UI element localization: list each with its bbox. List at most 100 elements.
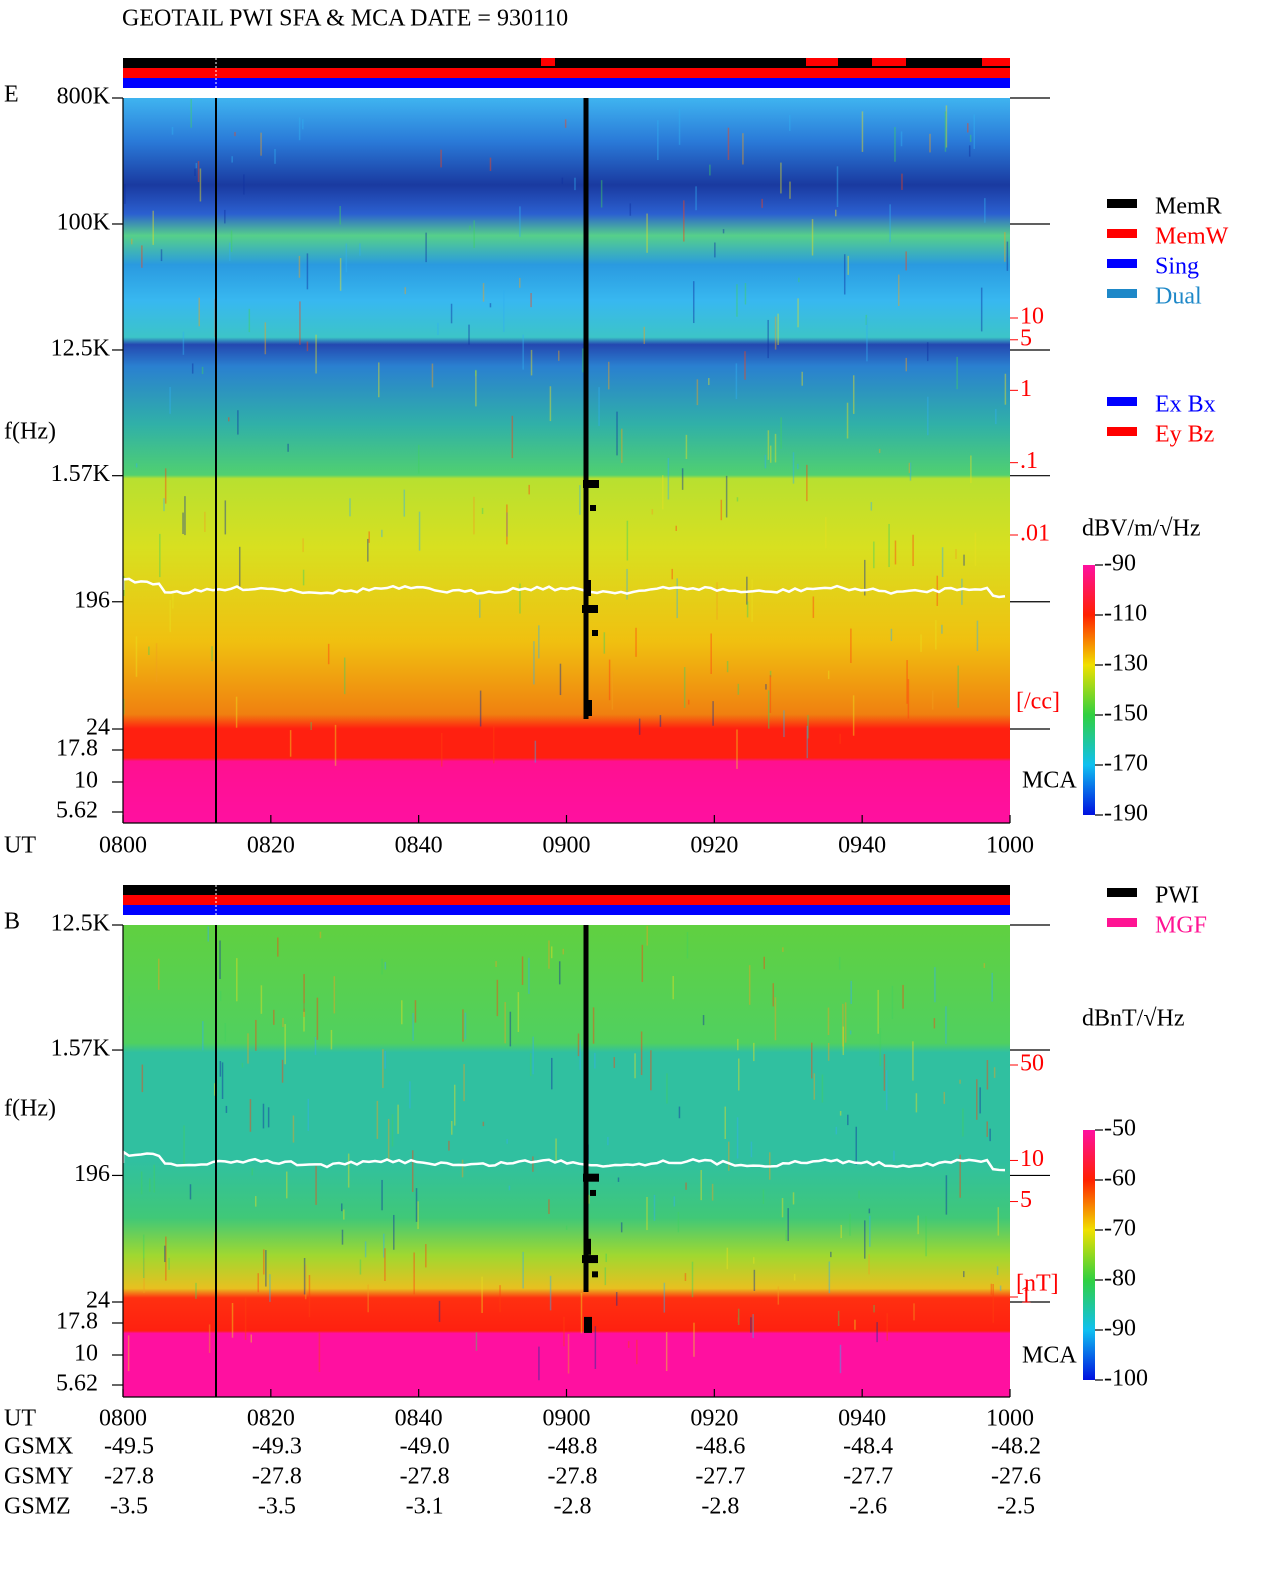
spectrogram-noise xyxy=(141,1064,144,1093)
spectrogram-noise xyxy=(769,670,772,678)
spectrogram-noise xyxy=(724,1106,727,1139)
spectrogram-noise xyxy=(868,1254,870,1275)
legend-label: Sing xyxy=(1155,254,1199,280)
orbit-value: -27.7 xyxy=(843,1464,893,1490)
spectrogram-noise xyxy=(661,475,664,510)
spectrogram-noise xyxy=(777,313,779,345)
x-tick-label: 1000 xyxy=(986,833,1034,859)
x-tick-label: 0840 xyxy=(395,833,443,859)
spectrogram-noise xyxy=(521,956,524,985)
spectrogram-noise xyxy=(864,1220,866,1259)
spectrogram-noise xyxy=(626,568,628,600)
spectrogram-noise xyxy=(909,462,912,481)
spectrogram-noise xyxy=(277,937,279,957)
spectrogram-noise xyxy=(298,117,301,141)
spectrogram-noise xyxy=(653,1194,656,1221)
spectrogram-noise xyxy=(801,371,803,386)
spectrogram-noise xyxy=(464,1012,467,1040)
spectrogram-noise xyxy=(359,243,361,256)
spectrogram-noise xyxy=(393,1214,395,1250)
spectrogram-noise xyxy=(753,1269,756,1291)
spectrogram-noise xyxy=(999,1285,1002,1291)
right-tick-label: 1 xyxy=(1020,1283,1032,1309)
spectrogram-noise xyxy=(238,546,241,587)
y-tick-label: 12.5K xyxy=(51,335,111,361)
mca-channel-label: 10 xyxy=(74,1341,98,1367)
spectrogram-noise xyxy=(473,220,475,248)
spectrogram-noise xyxy=(941,547,944,577)
spectrogram-noise xyxy=(944,111,947,152)
spectrogram-noise xyxy=(558,961,561,985)
spectrogram-noise xyxy=(141,245,143,268)
spectrogram-noise xyxy=(792,452,795,484)
spectrogram-noise xyxy=(736,284,738,317)
spectrogram-noise xyxy=(263,1249,265,1275)
spectrogram-noise xyxy=(767,430,770,460)
data-gap xyxy=(592,1271,598,1278)
status-bar xyxy=(541,58,555,66)
spectrogram-noise xyxy=(224,1023,227,1042)
spectrogram-noise xyxy=(636,1339,638,1365)
spectrogram-noise xyxy=(641,944,644,982)
status-bar xyxy=(872,58,906,66)
spectrogram-noise xyxy=(244,1297,247,1340)
spectrogram-noise xyxy=(142,1234,145,1278)
spectrogram-noise xyxy=(519,206,521,237)
spectrogram-noise xyxy=(302,119,304,130)
data-gap xyxy=(584,1316,592,1333)
spectrogram-noise xyxy=(195,163,198,169)
orbit-value: -27.8 xyxy=(548,1464,598,1490)
spectrogram xyxy=(123,98,1010,823)
spectrogram-noise xyxy=(286,1171,288,1199)
spectrogram-noise xyxy=(274,148,276,164)
spectrogram-noise xyxy=(876,1322,878,1343)
spectrogram-noise xyxy=(425,1244,427,1268)
spectrogram-noise xyxy=(608,659,611,701)
mca-channel-label: 10 xyxy=(74,768,98,794)
y-tick-label: 12.5K xyxy=(51,911,111,937)
spectrogram-noise xyxy=(219,940,221,980)
spectrogram-noise xyxy=(262,1103,265,1129)
spectrogram-noise xyxy=(663,1282,666,1313)
spectrogram-noise xyxy=(413,1252,415,1295)
spectrogram-noise xyxy=(955,549,957,559)
spectrogram-noise xyxy=(538,1346,540,1381)
spectrogram-noise xyxy=(303,1003,305,1009)
spectrogram-noise xyxy=(538,625,540,659)
spectrogram-noise xyxy=(530,293,532,308)
axis-label: f(Hz) xyxy=(4,419,56,445)
spectrogram-noise xyxy=(468,324,470,345)
spectrogram-noise xyxy=(224,500,227,535)
orbit-label: GSMX xyxy=(4,1434,73,1460)
spectrogram-noise xyxy=(894,540,897,565)
spectrogram-noise xyxy=(592,1007,595,1044)
spectrogram-noise xyxy=(517,992,520,1032)
spectrogram-noise xyxy=(702,1015,705,1026)
spectrogram-noise xyxy=(737,1038,739,1051)
axis-label: f(Hz) xyxy=(4,1096,56,1122)
plasma-line xyxy=(121,577,1006,599)
spectrogram-noise xyxy=(387,1118,390,1161)
spectrogram-noise xyxy=(711,1183,714,1201)
spectrogram-noise xyxy=(900,131,903,147)
spectrogram-noise xyxy=(438,1300,441,1322)
spectrogram-noise xyxy=(685,1182,687,1190)
spectrogram-noise xyxy=(229,242,231,262)
spectrogram-noise xyxy=(171,126,174,135)
right-scale-unit: [nT] xyxy=(1016,1271,1059,1297)
spectrogram-noise xyxy=(986,1121,988,1137)
spectrogram-noise xyxy=(264,322,267,355)
spectrogram-noise xyxy=(302,538,304,553)
spectrogram-noise xyxy=(503,290,505,332)
spectrogram-noise xyxy=(195,1282,197,1299)
spectrogram-noise xyxy=(182,331,185,355)
orbit-value: -27.6 xyxy=(991,1464,1041,1490)
spectrogram-noise xyxy=(852,695,855,736)
spectrogram-noise xyxy=(827,670,830,680)
spectrogram-noise xyxy=(927,396,929,436)
spectrogram-noise xyxy=(764,454,767,469)
spectrogram-noise xyxy=(493,726,495,764)
spectrogram-noise xyxy=(368,531,370,543)
spectrogram-noise xyxy=(318,1332,321,1372)
spectrogram-noise xyxy=(825,517,827,549)
